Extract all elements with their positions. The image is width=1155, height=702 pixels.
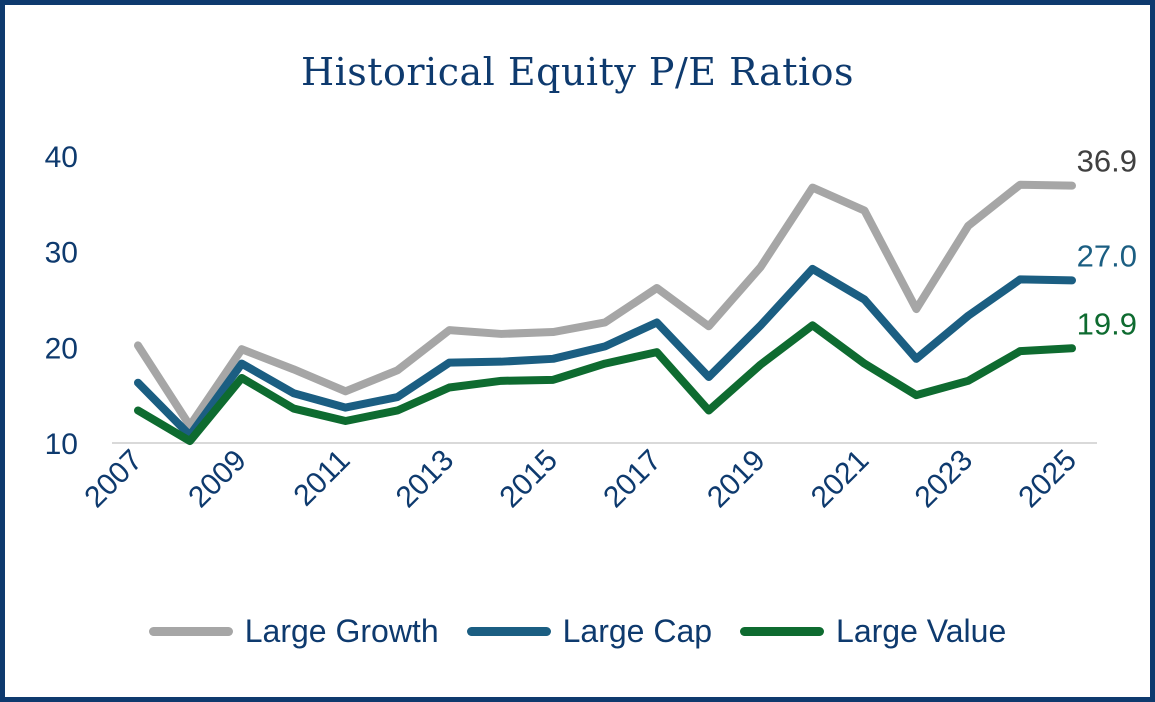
x-tick-label: 2011 xyxy=(288,444,357,513)
end-value-label: 27.0 xyxy=(1077,238,1137,273)
legend-swatch xyxy=(148,626,233,636)
legend-label: Large Cap xyxy=(562,612,713,649)
x-tick-label: 2009 xyxy=(182,444,253,515)
label-layer: 36.9 27.0 19.9 xyxy=(1077,144,1137,342)
x-tick-label: 2025 xyxy=(1012,444,1083,515)
x-tick-label: 2021 xyxy=(805,444,876,515)
legend-label: Large Growth xyxy=(244,612,439,649)
y-tick-label: 20 xyxy=(45,332,78,365)
end-value-label: 19.9 xyxy=(1077,306,1137,341)
y-tick-label: 40 xyxy=(45,141,78,174)
x-tick-label: 2013 xyxy=(390,444,461,515)
chart-legend: Large Growth Large Cap Large Value xyxy=(0,606,1155,656)
legend-swatch xyxy=(466,626,551,636)
y-tick-label: 10 xyxy=(45,428,78,461)
series-layer xyxy=(134,180,1076,446)
legend-item: Large Growth xyxy=(148,612,439,650)
series-line-large-cap xyxy=(134,264,1076,440)
chart-title: Historical Equity P/E Ratios xyxy=(300,50,855,94)
x-tick-label: 2007 xyxy=(78,444,149,515)
x-tick-label: 2019 xyxy=(701,444,772,515)
legend-item: Large Value xyxy=(740,613,1006,650)
legend-swatch xyxy=(740,626,825,636)
x-tick-label: 2017 xyxy=(597,444,668,515)
legend-label: Large Value xyxy=(836,612,1007,649)
end-value-label: 36.9 xyxy=(1077,144,1137,179)
x-tick-label: 2023 xyxy=(909,444,980,515)
y-tick-label: 30 xyxy=(45,237,78,270)
legend-item: Large Cap xyxy=(466,612,713,650)
x-tick-label: 2015 xyxy=(494,444,565,515)
